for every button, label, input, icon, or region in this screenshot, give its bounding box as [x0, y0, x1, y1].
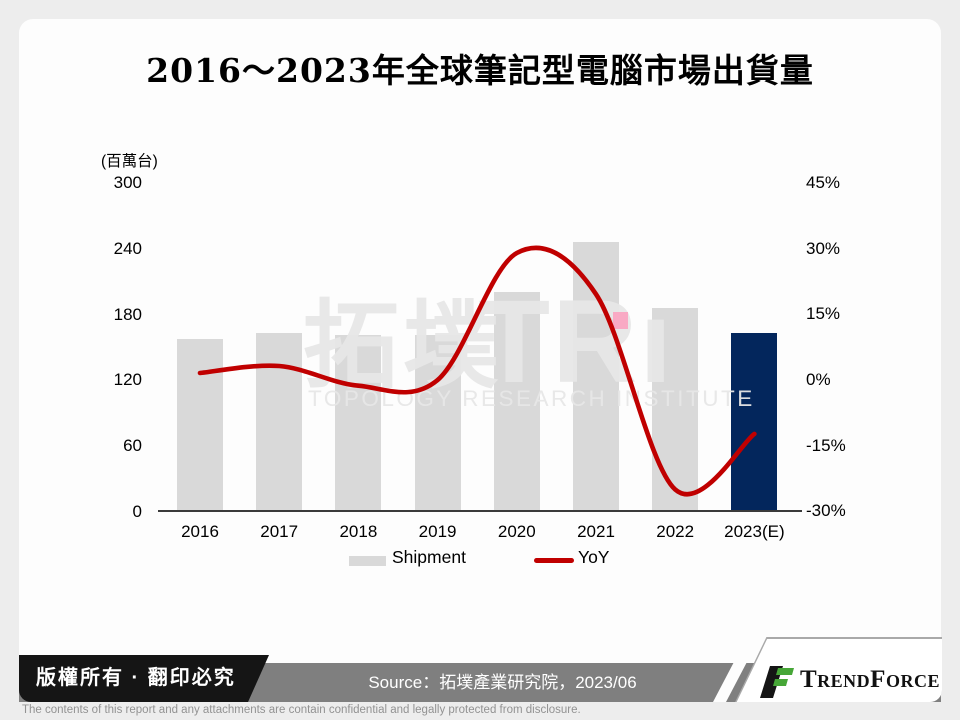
left-axis-tick: 0: [132, 502, 142, 521]
footer-black-band: [19, 655, 269, 702]
source-note: Source：拓墣產業研究院，2023/06: [368, 673, 637, 692]
left-axis-tick: 120: [113, 370, 142, 390]
right-axis-tick: 0%: [806, 370, 831, 389]
category-label-2019: 2019: [418, 522, 457, 541]
copyright-notice: 版權所有 · 翻印必究: [36, 667, 236, 689]
trendforce-logo-icon: [760, 666, 794, 698]
shipment-bar-2017: [256, 333, 303, 511]
left-axis-tick: 60: [123, 436, 142, 456]
legend-shipment-swatch: [349, 556, 386, 566]
watermark-subtitle: TOPOLOGY RESEARCH INSTITUTE: [308, 386, 755, 411]
left-axis-tick: 240: [113, 238, 142, 258]
watermark-i-dot: [613, 312, 628, 329]
category-label-2023(E): 2023(E): [724, 522, 785, 541]
left-axis-tick: 300: [113, 173, 142, 192]
x-axis-line: [158, 510, 802, 512]
right-axis-tick: -15%: [806, 435, 846, 455]
legend-yoy-swatch: [534, 558, 574, 563]
legend-yoy-label: YoY: [578, 547, 610, 567]
trendforce-logo-text: TrendForce: [800, 666, 940, 693]
disclaimer-text: The contents of this report and any atta…: [22, 704, 581, 716]
category-label-2016: 2016: [181, 522, 219, 541]
right-axis-tick: 30%: [806, 238, 841, 258]
watermark-cjk-text: 拓墣: [303, 293, 503, 400]
shipment-bar-2016: [177, 338, 223, 511]
legend-shipment-label: Shipment: [392, 547, 466, 567]
category-label-2018: 2018: [339, 522, 378, 541]
chart-title: 2016～2023年全球筆記型電腦市場出貨量: [146, 51, 814, 90]
right-axis-tick: 15%: [806, 304, 841, 324]
category-label-2017: 2017: [260, 522, 299, 541]
right-axis-tick: 45%: [806, 172, 841, 192]
left-axis-tick: 180: [113, 304, 142, 324]
category-label-2022: 2022: [656, 522, 695, 541]
shipment-bar-2023(E): [731, 333, 778, 511]
watermark-latin-text: TRı: [478, 276, 675, 408]
left-axis-unit-label: (百萬台): [101, 153, 158, 170]
right-axis-tick: -30%: [806, 501, 846, 521]
category-label-2020: 2020: [497, 522, 536, 541]
category-label-2021: 2021: [577, 522, 615, 541]
